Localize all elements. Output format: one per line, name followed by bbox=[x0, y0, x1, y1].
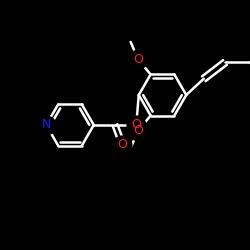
Text: O: O bbox=[131, 118, 141, 132]
Text: O: O bbox=[118, 138, 128, 151]
Text: O: O bbox=[133, 124, 143, 137]
Text: N: N bbox=[42, 118, 51, 132]
Text: O: O bbox=[133, 53, 143, 66]
